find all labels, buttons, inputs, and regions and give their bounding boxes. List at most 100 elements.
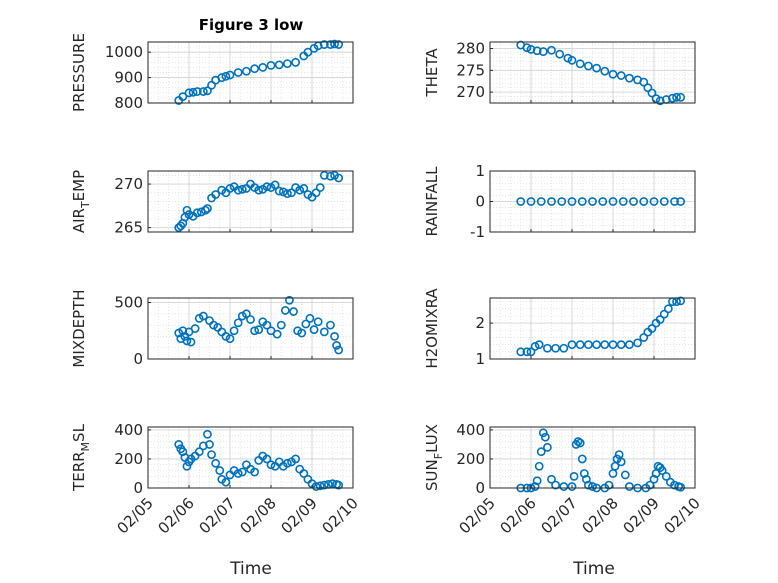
data-marker [229,326,239,336]
data-marker [676,296,686,306]
data-marker [608,340,618,350]
data-marker [592,63,601,73]
data-marker [639,197,649,206]
data-marker [221,71,231,81]
x-tick-label: 02/10 [661,494,704,537]
data-marker [221,477,231,487]
data-marker [625,340,634,350]
data-marker [668,93,677,103]
data-marker [620,470,630,480]
data-marker [190,324,200,333]
y-tick-label: 0 [133,350,143,368]
data-marker [266,60,276,70]
data-marker [330,39,339,49]
data-marker [319,170,329,180]
y-tick-label: 1000 [105,43,143,61]
data-marker [588,482,597,491]
data-marker [663,304,673,314]
y-tick-label: 1 [475,350,485,368]
data-marker [274,60,284,70]
subplot-rainfall: -1 0 1 RAINFALL [423,162,696,241]
data-marker [592,340,601,350]
subplot-terr-msl: 0 200 400 TERRMSL 02/0502/0602/0702/0802/090… [70,421,362,537]
data-marker [522,43,532,53]
data-marker [616,71,626,80]
data-marker [543,442,552,452]
data-marker [551,480,560,490]
data-marker [186,337,196,347]
axes-box [147,170,354,233]
data-marker [233,185,243,195]
data-marker [577,454,587,464]
data-marker [291,454,300,464]
y-axis-label: TERRMSL [70,423,92,492]
data-marker [559,343,569,353]
data-marker [526,347,536,357]
y-axis-label-main: RAINFALL [423,166,441,237]
y-tick-label: 900 [114,69,143,87]
data-marker [299,469,309,478]
data-marker [522,347,532,357]
data-marker [608,69,618,79]
data-marker [625,482,634,491]
x-axis-label-right: Time [572,559,615,579]
data-marker [250,467,259,477]
x-tick-label: 02/08 [579,494,622,537]
data-marker [309,325,319,335]
data-marker [246,315,255,324]
data-marker [305,313,315,323]
data-marker [567,197,577,206]
data-marker [657,466,667,475]
data-marker [299,184,309,193]
data-marker [577,197,587,206]
x-tick-label: 02/07 [538,494,581,537]
y-axis-label-main: THETA [423,48,441,98]
data-marker [326,171,335,181]
data-marker [280,306,290,315]
x-tick-label: 02/10 [319,494,362,537]
axes-box [489,297,696,360]
data-marker [315,481,325,491]
data-marker [184,88,194,98]
y-tick-label: 400 [456,421,485,439]
data-marker [174,440,184,449]
data-marker [536,197,546,206]
data-marker [319,40,329,49]
data-marker [295,185,305,195]
data-marker [516,197,526,206]
data-marker [319,480,329,490]
data-marker [225,334,235,344]
x-axis-label-left: Time [229,559,272,579]
data-marker [258,63,268,72]
data-marker [598,197,608,206]
y-tick-label: 1 [475,162,485,180]
x-tick-label: 02/09 [278,494,321,537]
y-axis-label-subscript: T [79,201,92,209]
data-marker [649,197,659,206]
y-tick-label: 270 [114,175,143,193]
y-axis-label-main: MIXDEPTH [70,289,88,367]
data-marker [207,450,216,459]
data-marker [540,432,550,442]
axes-box [147,297,354,360]
data-marker [559,482,569,491]
data-marker [639,77,649,87]
data-marker [301,319,311,329]
data-marker [536,447,546,457]
data-marker [211,458,221,468]
data-marker [274,186,284,196]
subplot-mixdepth: 0 500 MIXDEPTH [70,289,354,368]
data-marker [184,210,194,219]
data-marker [584,480,593,490]
y-axis-label-main: SUN [423,459,441,491]
subplot-h2omixra: 1 2 H2OMIXRA [423,288,696,369]
data-marker [192,87,202,96]
data-marker [555,49,565,59]
data-marker [217,73,227,82]
data-marker [575,59,585,69]
data-marker [647,324,657,333]
data-marker [203,429,212,439]
data-marker [676,482,686,492]
y-tick-label: 280 [456,40,485,58]
data-marker [178,92,188,102]
